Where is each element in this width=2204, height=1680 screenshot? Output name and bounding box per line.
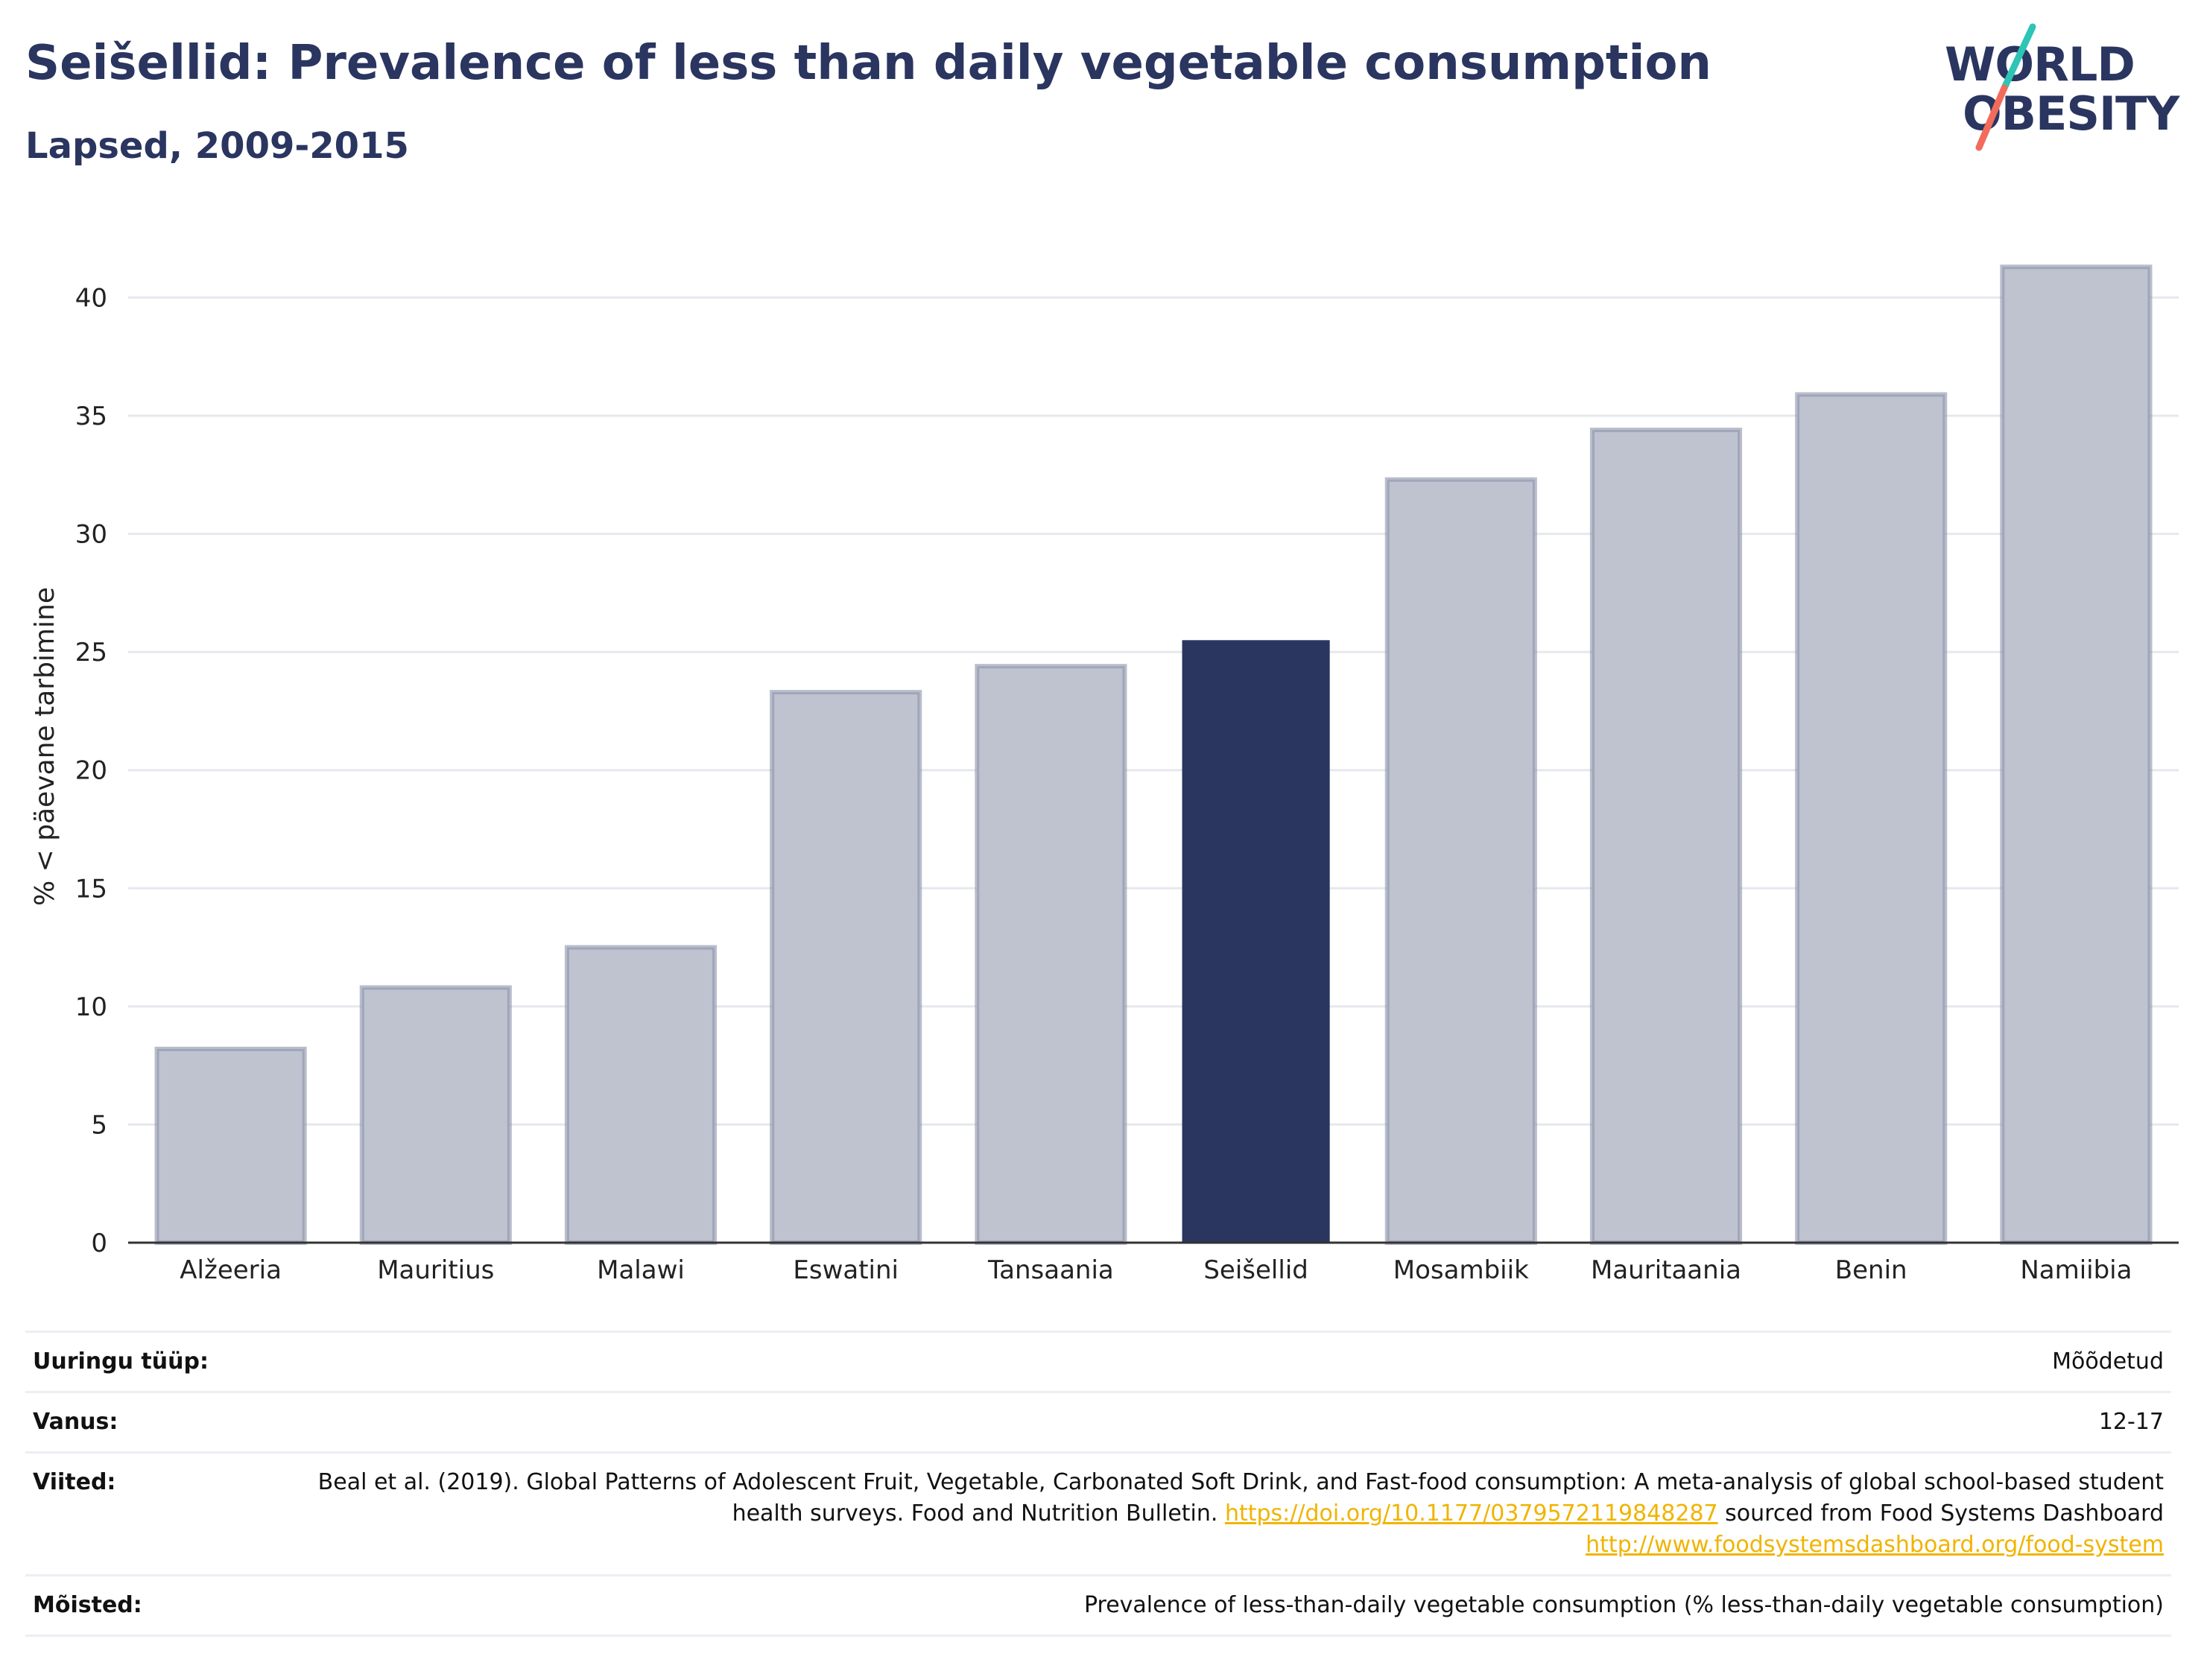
bar bbox=[564, 945, 718, 1245]
bar bbox=[975, 664, 1127, 1245]
bars bbox=[154, 264, 2153, 1246]
info-table: Uuringu tüüp: Mõõdetud Vanus: 12-17 Viit… bbox=[25, 1331, 2171, 1637]
bar bbox=[2000, 264, 2153, 1246]
x-tick-label: Mauritaania bbox=[1591, 1255, 1741, 1285]
axes: 0 5 10 15 20 25 30 35 40 Alžeeria Mauritius Malawi E… bbox=[75, 283, 2179, 1285]
bar bbox=[154, 1046, 307, 1245]
info-row-definitions: Mõisted: Prevalence of less-than-daily v… bbox=[25, 1574, 2171, 1637]
world-obesity-logo[interactable]: WORLD OBESITY bbox=[1945, 19, 2191, 161]
x-tick-label: Malawi bbox=[597, 1255, 685, 1285]
x-tick-label: Mosambiik bbox=[1393, 1255, 1529, 1285]
definitions-label: Mõisted: bbox=[25, 1574, 264, 1637]
survey-type-label: Uuringu tüüp: bbox=[25, 1331, 264, 1392]
age-label: Vanus: bbox=[25, 1391, 264, 1453]
references-text-2: sourced from Food Systems Dashboard bbox=[1717, 1500, 2164, 1527]
x-tick-label: Namiibia bbox=[2020, 1255, 2132, 1285]
y-tick-label: 35 bbox=[75, 402, 107, 431]
y-axis-label: % < päevane tarbimine bbox=[30, 587, 60, 906]
references-label: Viited: bbox=[25, 1451, 264, 1576]
age-value: 12-17 bbox=[264, 1391, 2171, 1453]
info-row-references: Viited: Beal et al. (2019). Global Patte… bbox=[25, 1451, 2171, 1576]
bar bbox=[1795, 392, 1948, 1245]
y-tick-label: 5 bbox=[91, 1110, 107, 1140]
x-tick-label: Eswatini bbox=[793, 1255, 899, 1285]
logo-word-world: WORLD bbox=[1945, 37, 2135, 92]
bar bbox=[1384, 477, 1537, 1246]
bar-highlighted bbox=[1182, 640, 1330, 1243]
y-tick-label: 30 bbox=[75, 520, 107, 550]
x-tick-label: Benin bbox=[1835, 1255, 1907, 1285]
x-tick-label: Tansaania bbox=[987, 1255, 1114, 1285]
y-tick-label: 25 bbox=[75, 638, 107, 668]
x-tick-label: Mauritius bbox=[377, 1255, 494, 1285]
bar-chart: 0 5 10 15 20 25 30 35 40 Alžeeria Mauritius Malawi E… bbox=[30, 264, 2179, 1285]
definitions-value: Prevalence of less-than-daily vegetable … bbox=[264, 1574, 2171, 1637]
info-row-age: Vanus: 12-17 bbox=[25, 1391, 2171, 1453]
doi-link[interactable]: https://doi.org/10.1177/0379572119848287 bbox=[1224, 1500, 1718, 1527]
survey-type-value: Mõõdetud bbox=[264, 1331, 2171, 1392]
chart-title: Seišellid: Prevalence of less than daily… bbox=[25, 36, 1711, 91]
y-tick-label: 40 bbox=[75, 283, 107, 313]
y-tick-label: 20 bbox=[75, 756, 107, 786]
bar bbox=[359, 985, 512, 1245]
y-tick-label: 15 bbox=[75, 874, 107, 904]
references-value: Beal et al. (2019). Global Patterns of A… bbox=[264, 1451, 2171, 1576]
food-systems-dashboard-link[interactable]: http://www.foodsystemsdashboard.org/food… bbox=[1586, 1532, 2164, 1558]
x-tick-label: Alžeeria bbox=[180, 1255, 282, 1285]
y-tick-label: 0 bbox=[91, 1229, 107, 1258]
info-row-survey: Uuringu tüüp: Mõõdetud bbox=[25, 1331, 2171, 1392]
bar bbox=[770, 690, 922, 1245]
logo-slash-icon bbox=[1975, 23, 2036, 151]
bar bbox=[1589, 428, 1743, 1245]
references-text-1: Beal et al. (2019). Global Patterns of A… bbox=[317, 1469, 2164, 1527]
chart-subtitle: Lapsed, 2009-2015 bbox=[25, 125, 409, 167]
y-tick-label: 10 bbox=[75, 992, 107, 1022]
x-tick-label: Seišellid bbox=[1203, 1255, 1308, 1285]
